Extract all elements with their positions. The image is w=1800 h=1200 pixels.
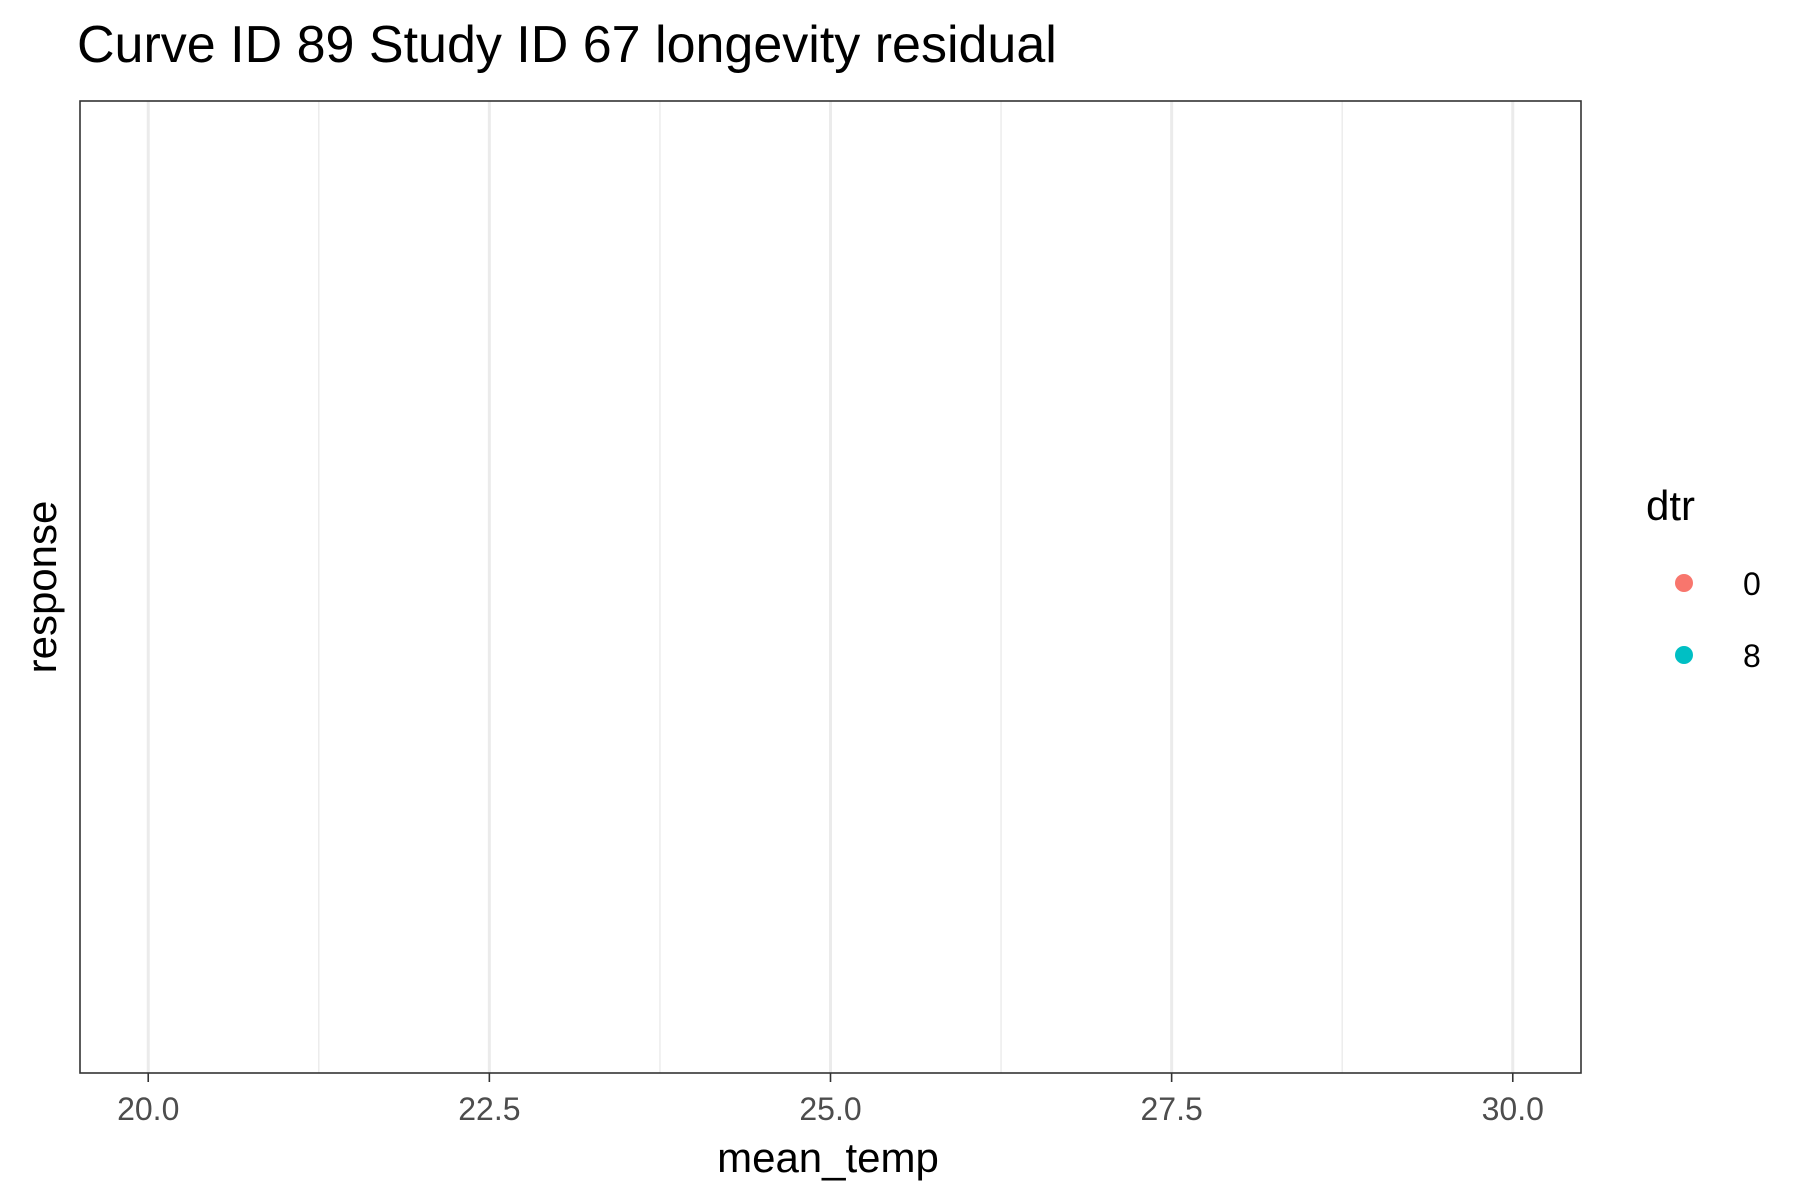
legend-label-8: 8 — [1743, 638, 1761, 674]
legend: dtr 08 — [1646, 482, 1761, 674]
x-axis: 20.0 22.5 25.0 27.5 30.0 — [117, 1073, 1544, 1127]
x-axis-tick-labels: 20.0 22.5 25.0 27.5 30.0 — [117, 1091, 1544, 1127]
x-tick-label-2: 25.0 — [799, 1091, 861, 1127]
minor-gridlines — [318, 101, 1343, 1073]
x-axis-ticks — [147, 1073, 1514, 1082]
x-tick-label-0: 20.0 — [117, 1091, 179, 1127]
legend-label-0: 0 — [1743, 566, 1761, 602]
chart-title: Curve ID 89 Study ID 67 longevity residu… — [77, 16, 1057, 74]
legend-entries: 08 — [1675, 566, 1761, 674]
legend-key-0 — [1675, 574, 1693, 592]
legend-key-8 — [1675, 646, 1693, 664]
y-axis-title: response — [18, 501, 65, 674]
plot-panel — [79, 100, 1582, 1074]
x-axis-title: mean_temp — [717, 1134, 939, 1181]
major-gridlines — [146, 101, 1515, 1073]
x-tick-label-4: 30.0 — [1482, 1091, 1544, 1127]
x-tick-label-1: 22.5 — [458, 1091, 520, 1127]
legend-title: dtr — [1646, 482, 1695, 529]
x-tick-label-3: 27.5 — [1140, 1091, 1202, 1127]
